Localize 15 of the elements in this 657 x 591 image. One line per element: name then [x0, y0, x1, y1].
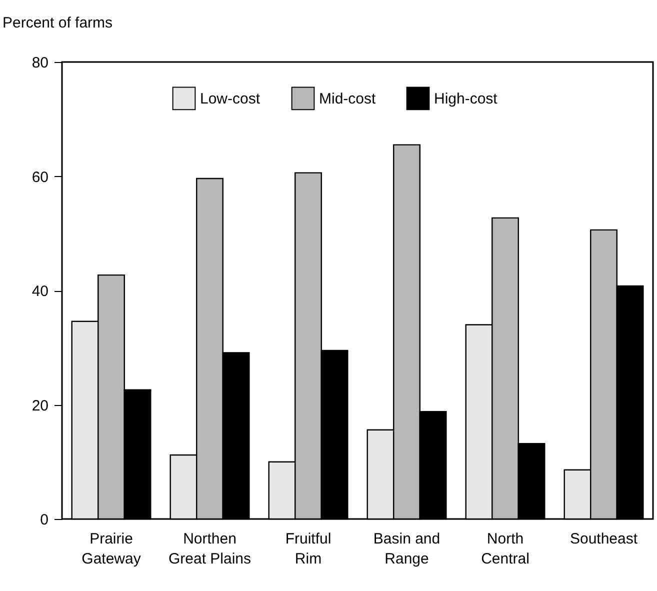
y-tick-label: 60	[32, 168, 48, 186]
x-tick-label: Basin and Range	[373, 530, 440, 568]
y-axis-title: Percent of farms	[2, 14, 113, 32]
x-tick-label: North Central	[481, 530, 530, 568]
x-tick-label: Southeast	[570, 530, 638, 548]
y-tick-label: 40	[32, 283, 48, 300]
y-tick-label: 0	[40, 512, 48, 528]
legend-label: Mid-cost	[319, 90, 377, 108]
legend-label: High-cost	[434, 90, 498, 108]
legend-label: Low-cost	[200, 90, 261, 108]
x-tick-label: Northen Great Plains	[168, 530, 252, 568]
x-tick-label: Fruitful Rim	[285, 530, 332, 568]
y-tick-label: 20	[32, 397, 48, 414]
y-tick-label: 80	[32, 54, 48, 72]
x-tick-label: Prairie Gateway	[82, 530, 142, 568]
